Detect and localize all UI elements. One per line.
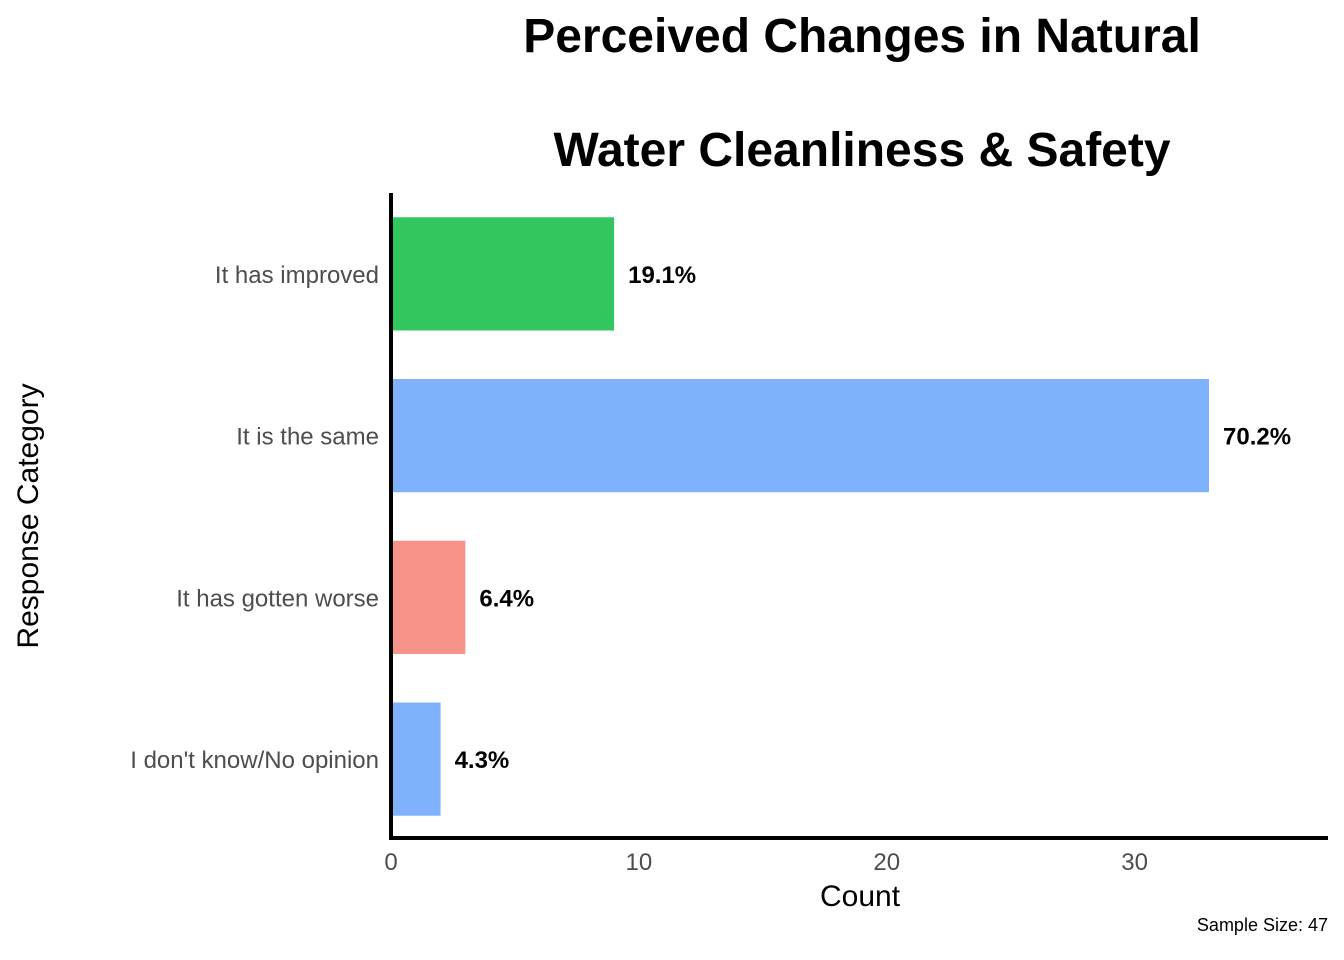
bar <box>391 540 466 654</box>
chart-title-line-2: Water Cleanliness & Safety <box>553 124 1170 177</box>
category-label: I don't know/No opinion <box>130 747 379 774</box>
bar-series <box>391 217 1210 816</box>
bar-value-label: 4.3% <box>455 747 510 774</box>
bar <box>391 217 615 331</box>
category-labels: It has improved It is the same It has gott… <box>130 262 379 774</box>
bar-value-label: 6.4% <box>479 585 534 612</box>
x-axis-title: Count <box>820 880 901 913</box>
sample-size-caption: Sample Size: 47 <box>1197 915 1328 935</box>
bar <box>391 379 1210 493</box>
chart-title-line-1: Perceived Changes in Natural <box>523 10 1201 63</box>
x-axis-ticks: 0 10 20 30 <box>384 849 1148 876</box>
bar-value-label: 70.2% <box>1223 424 1291 451</box>
chart-title: Perceived Changes in Natural Water Clean… <box>523 10 1201 177</box>
x-tick-label: 30 <box>1121 849 1148 876</box>
category-label: It has gotten worse <box>176 585 379 612</box>
bar <box>391 702 441 816</box>
x-tick-label: 0 <box>384 849 397 876</box>
value-labels: 19.1% 70.2% 6.4% 4.3% <box>455 262 1292 774</box>
category-label: It has improved <box>215 262 379 289</box>
bar-value-label: 19.1% <box>628 262 696 289</box>
x-tick-label: 10 <box>626 849 653 876</box>
y-axis-title: Response Category <box>12 383 45 648</box>
x-tick-label: 20 <box>873 849 900 876</box>
category-label: It is the same <box>236 424 379 451</box>
